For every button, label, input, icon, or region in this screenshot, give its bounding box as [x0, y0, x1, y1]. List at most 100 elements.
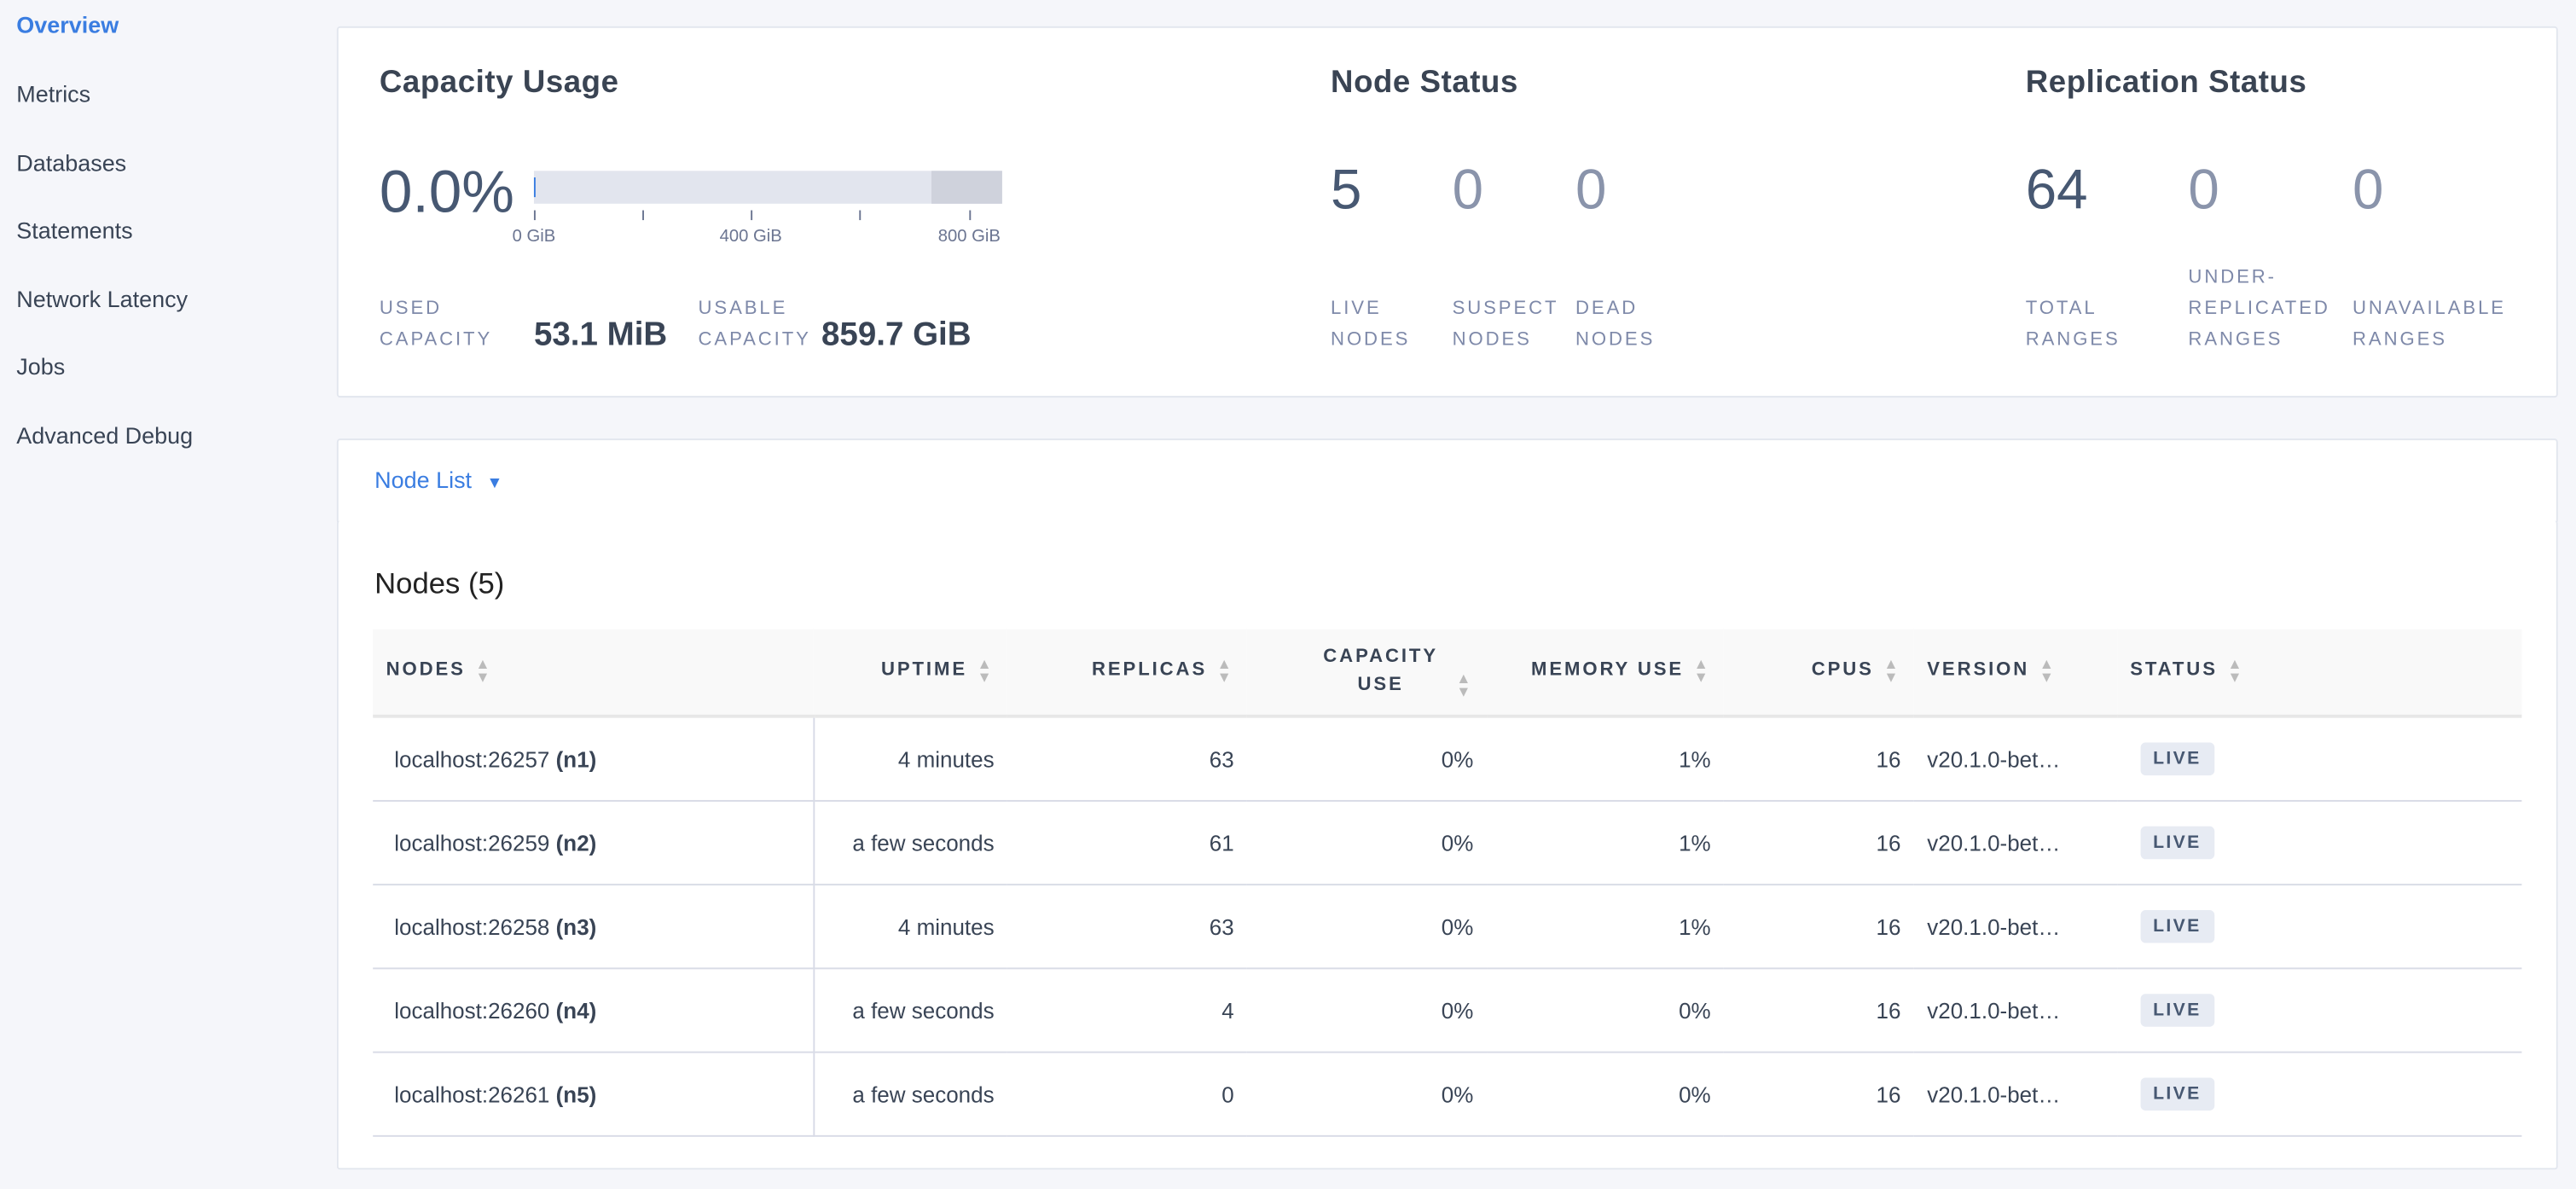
tick: [751, 210, 753, 221]
capacity-bar-fill: [533, 177, 536, 198]
sidebar-item-network-latency[interactable]: Network Latency: [16, 286, 189, 312]
tick-label: 0 GiB: [512, 226, 556, 246]
table-row[interactable]: localhost:26258 (n3) 4 minutes 63 0% 1% …: [373, 884, 2522, 970]
column-header-uptime[interactable]: UPTIME ▲ ▼: [814, 629, 1008, 718]
version-cell: v20.1.0-bet…: [1913, 968, 2117, 1053]
column-header-status[interactable]: STATUS ▲ ▼: [2116, 629, 2522, 718]
node-id: (n1): [555, 746, 597, 772]
capacity-bar-reserved: [931, 171, 1002, 204]
capacity-bar: [533, 171, 1002, 204]
version-cell: v20.1.0-bet…: [1913, 800, 2117, 886]
sort-icon[interactable]: ▲ ▼: [977, 656, 995, 687]
used-capacity-label: USED CAPACITY: [379, 299, 493, 351]
node-id: (n4): [555, 998, 597, 1023]
sidebar-item-metrics[interactable]: Metrics: [16, 80, 91, 107]
table-row[interactable]: localhost:26261 (n5) a few seconds 0 0% …: [373, 1052, 2522, 1137]
cpus-cell: 16: [1724, 800, 1914, 886]
column-header-capacity-use[interactable]: CAPACITY USE ▲ ▼: [1247, 629, 1487, 718]
tick-label: 800 GiB: [937, 226, 1001, 246]
table-row[interactable]: localhost:26260 (n4) a few seconds 4 0% …: [373, 968, 2522, 1053]
uptime-cell: a few seconds: [814, 968, 1008, 1053]
status-cell: LIVE: [2116, 716, 2522, 802]
status-cell: LIVE: [2116, 800, 2522, 886]
sort-icon[interactable]: ▲ ▼: [2227, 656, 2245, 687]
memory-cell: 1%: [1486, 800, 1725, 886]
node-id: (n5): [555, 1082, 597, 1107]
column-label: UPTIME: [880, 661, 967, 682]
table-row[interactable]: localhost:26257 (n1) 4 minutes 63 0% 1% …: [373, 716, 2522, 802]
replicas-cell: 63: [1007, 716, 1248, 802]
status-cell: LIVE: [2116, 968, 2522, 1053]
column-label: CAPACITY USE: [1323, 647, 1439, 695]
capacity-cell: 0%: [1247, 884, 1487, 970]
node-address: localhost:26260: [394, 998, 550, 1023]
column-label: MEMORY USE: [1531, 661, 1685, 682]
sidebar-item-jobs[interactable]: Jobs: [16, 353, 66, 380]
under-replicated-label: UNDER- REPLICATED RANGES: [2188, 267, 2330, 351]
sort-icon[interactable]: ▲ ▼: [1216, 656, 1234, 687]
sort-icon[interactable]: ▲ ▼: [1693, 656, 1711, 687]
capacity-cell: 0%: [1247, 716, 1487, 802]
uptime-cell: 4 minutes: [814, 884, 1008, 970]
node-status-title: Node Status: [1331, 66, 1518, 101]
node-id: (n2): [555, 830, 597, 856]
status-badge: LIVE: [2139, 1077, 2214, 1111]
tick-label: 400 GiB: [719, 226, 782, 246]
sidebar-item-advanced-debug[interactable]: Advanced Debug: [16, 421, 194, 449]
node-address: localhost:26259: [394, 830, 550, 856]
total-ranges-count: 64: [2025, 159, 2088, 223]
column-header-replicas[interactable]: REPLICAS ▲ ▼: [1007, 629, 1248, 718]
status-cell: LIVE: [2116, 1052, 2522, 1137]
sort-icon[interactable]: ▲ ▼: [1883, 656, 1901, 687]
under-replicated-count: 0: [2188, 159, 2219, 223]
sidebar-item-overview[interactable]: Overview: [16, 11, 119, 38]
uptime-cell: 4 minutes: [814, 716, 1008, 802]
nodes-heading: Nodes (5): [374, 566, 505, 600]
usable-capacity-value: 859.7 GiB: [821, 316, 972, 354]
node-cell[interactable]: localhost:26257 (n1): [373, 716, 815, 802]
node-address: localhost:26261: [394, 1082, 550, 1107]
node-id: (n3): [555, 914, 597, 939]
total-ranges-label: TOTAL RANGES: [2025, 299, 2121, 351]
column-header-version[interactable]: VERSION ▲ ▼: [1913, 629, 2117, 718]
version-cell: v20.1.0-bet…: [1913, 716, 2117, 802]
tick: [533, 210, 536, 221]
suspect-nodes-label: SUSPECT NODES: [1452, 299, 1559, 351]
memory-cell: 0%: [1486, 1052, 1725, 1137]
node-cell[interactable]: localhost:26261 (n5): [373, 1052, 815, 1137]
sort-icon[interactable]: ▲ ▼: [1456, 670, 1474, 700]
node-address: localhost:26258: [394, 914, 550, 939]
capacity-cell: 0%: [1247, 1052, 1487, 1137]
node-cell[interactable]: localhost:26259 (n2): [373, 800, 815, 886]
dead-nodes-count: 0: [1575, 159, 1607, 223]
used-capacity-value: 53.1 MiB: [533, 316, 668, 354]
column-label: CPUS: [1811, 661, 1874, 682]
column-header-cpus[interactable]: CPUS ▲ ▼: [1724, 629, 1914, 718]
cpus-cell: 16: [1724, 1052, 1914, 1137]
sort-icon[interactable]: ▲ ▼: [2039, 656, 2057, 687]
sort-icon[interactable]: ▲ ▼: [475, 656, 493, 687]
sidebar-item-statements[interactable]: Statements: [16, 217, 133, 244]
status-cell: LIVE: [2116, 884, 2522, 970]
cpus-cell: 16: [1724, 884, 1914, 970]
node-list-dropdown[interactable]: Node List ▼: [374, 466, 503, 493]
sidebar-item-databases[interactable]: Databases: [16, 149, 127, 177]
capacity-cell: 0%: [1247, 800, 1487, 886]
memory-cell: 0%: [1486, 968, 1725, 1053]
column-label: REPLICAS: [1092, 661, 1208, 682]
node-cell[interactable]: localhost:26260 (n4): [373, 968, 815, 1053]
status-badge: LIVE: [2139, 826, 2214, 860]
replicas-cell: 0: [1007, 1052, 1248, 1137]
version-cell: v20.1.0-bet…: [1913, 884, 2117, 970]
tick: [642, 210, 644, 221]
node-cell[interactable]: localhost:26258 (n3): [373, 884, 815, 970]
node-list-header: [336, 438, 2558, 525]
table-row[interactable]: localhost:26259 (n2) a few seconds 61 0%…: [373, 800, 2522, 886]
suspect-nodes-count: 0: [1452, 159, 1484, 223]
capacity-percent: 0.0%: [379, 157, 514, 225]
uptime-cell: a few seconds: [814, 1052, 1008, 1137]
column-header-memory-use[interactable]: MEMORY USE ▲ ▼: [1486, 629, 1725, 718]
column-header-nodes[interactable]: NODES ▲ ▼: [373, 629, 815, 718]
replication-status-title: Replication Status: [2025, 66, 2307, 101]
unavailable-ranges-label: UNAVAILABLE RANGES: [2353, 299, 2506, 351]
